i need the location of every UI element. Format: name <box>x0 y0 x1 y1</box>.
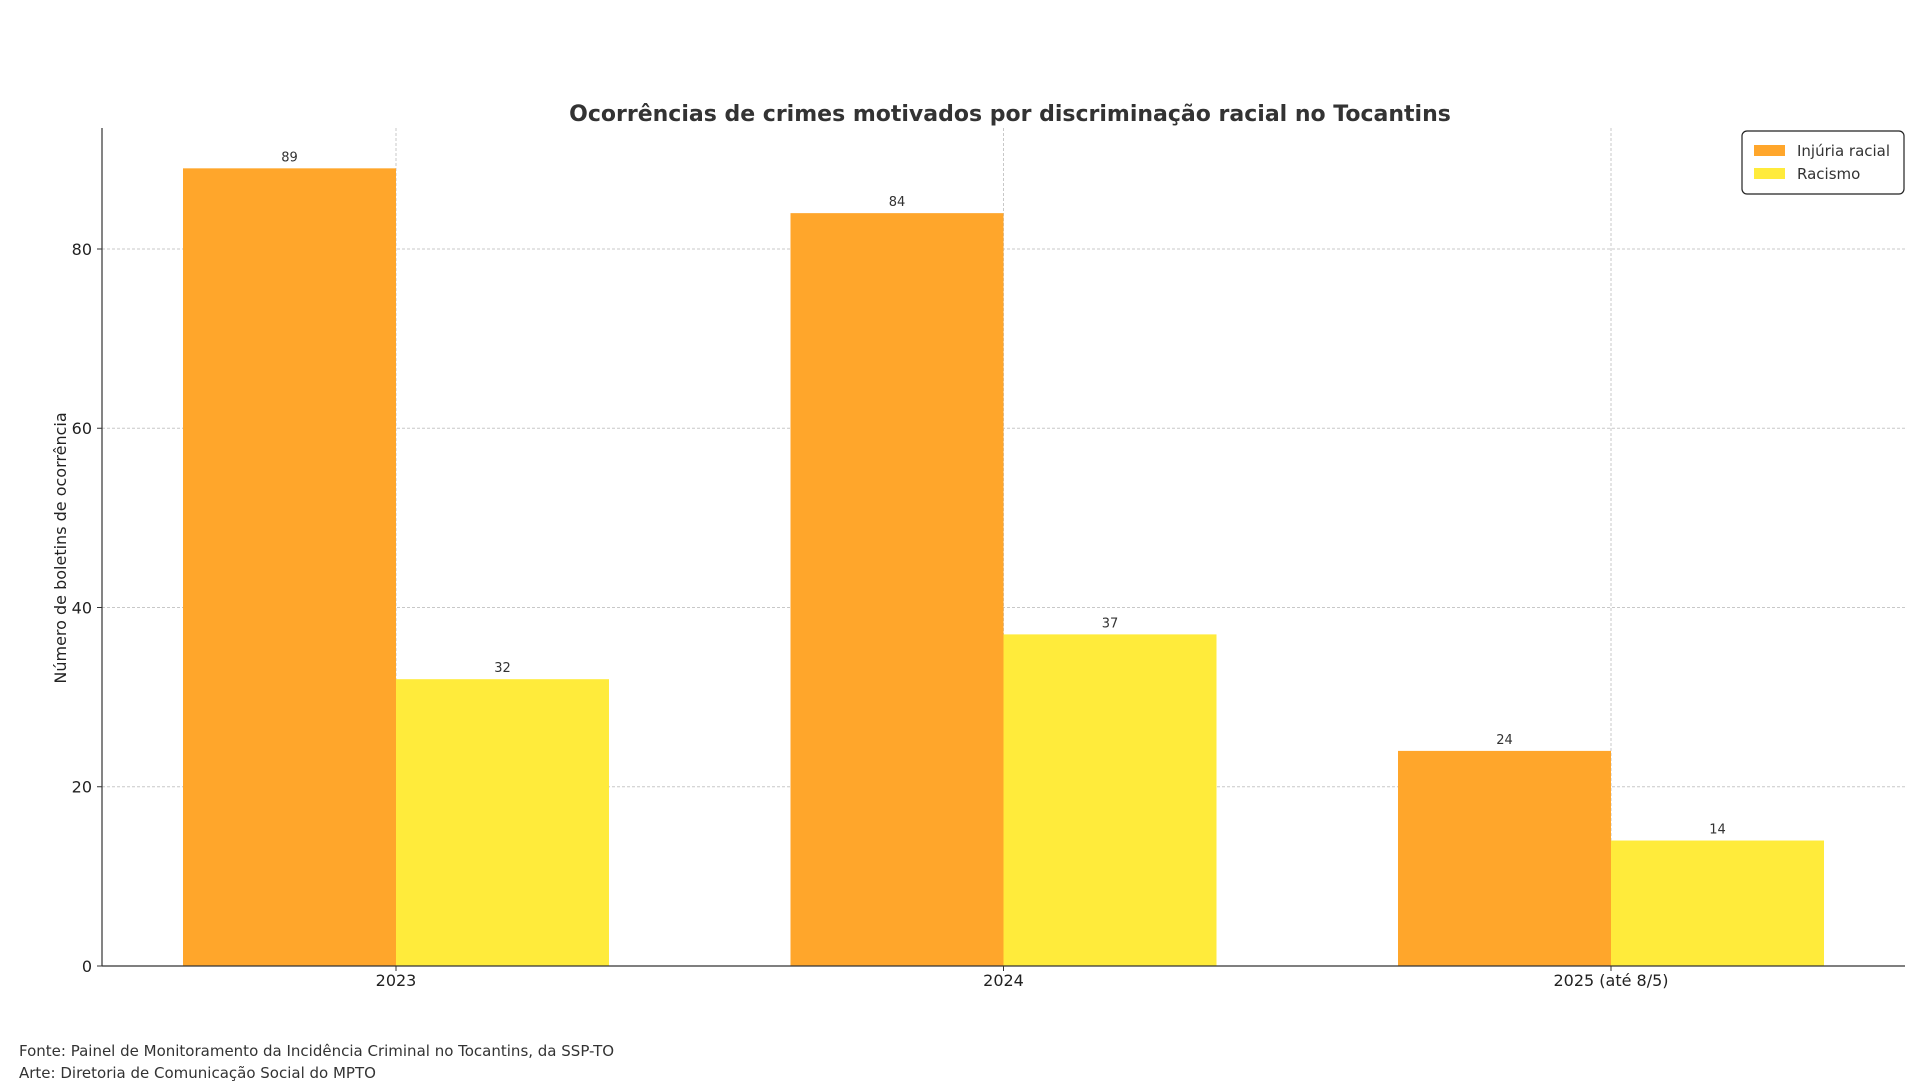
y-tick-label: 60 <box>72 419 92 438</box>
y-tick-label: 20 <box>72 778 92 797</box>
legend: Injúria racial Racismo <box>1741 130 1905 195</box>
bars: 89 32 84 37 24 14 <box>183 150 1824 967</box>
bar-value-label: 84 <box>889 195 906 210</box>
bar-injuria-racial-0 <box>183 168 396 967</box>
legend-box <box>1741 130 1905 195</box>
bar-injuria-racial-2 <box>1398 750 1611 966</box>
bar-value-label: 14 <box>1709 823 1726 838</box>
legend-label: Injúria racial <box>1797 142 1890 160</box>
y-tick-label: 40 <box>72 598 92 617</box>
legend-label: Racismo <box>1797 165 1860 183</box>
x-tick-label: 2023 <box>376 971 417 990</box>
x-tick-label: 2025 (até 8/5) <box>1553 971 1668 990</box>
x-tick-label: 2024 <box>983 971 1024 990</box>
legend-swatch-injuria-racial <box>1754 145 1785 156</box>
chart-title: Ocorrências de crimes motivados por disc… <box>569 102 1451 127</box>
axes: 0 20 40 60 80 2023 2024 2025 (até 8/5) <box>72 128 1905 990</box>
y-tick-label: 80 <box>72 240 92 259</box>
legend-swatch-racismo <box>1754 168 1785 179</box>
y-tick-label: 0 <box>82 957 92 976</box>
art-credit-text: Arte: Diretoria de Comunicação Social do… <box>19 1064 376 1082</box>
bar-value-label: 89 <box>281 150 298 165</box>
bar-injuria-racial-1 <box>790 213 1004 966</box>
bar-racismo-1 <box>1003 634 1217 966</box>
bar-value-label: 24 <box>1496 733 1513 748</box>
bar-value-label: 32 <box>494 661 511 676</box>
bar-racismo-2 <box>1611 840 1824 966</box>
source-text: Fonte: Painel de Monitoramento da Incidê… <box>19 1042 615 1060</box>
y-axis-label: Número de boletins de ocorrência <box>51 412 70 683</box>
bar-racismo-0 <box>396 679 609 966</box>
source-notes: Fonte: Painel de Monitoramento da Incidê… <box>19 1040 614 1084</box>
bar-value-label: 37 <box>1102 616 1119 631</box>
